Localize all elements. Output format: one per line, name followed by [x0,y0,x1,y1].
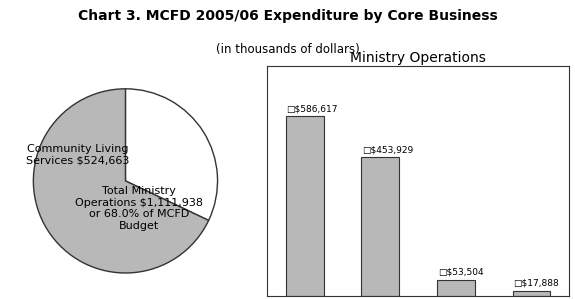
Text: □$17,888: □$17,888 [513,279,559,288]
Bar [286,116,324,296]
Bar [437,280,475,296]
Title: Ministry Operations: Ministry Operations [350,51,486,65]
Text: (in thousands of dollars): (in thousands of dollars) [216,43,359,56]
Text: Chart 3. MCFD 2005/06 Expenditure by Core Business: Chart 3. MCFD 2005/06 Expenditure by Cor… [78,9,497,23]
Text: Total Ministry
Operations $1,111,938
or 68.0% of MCFD
Budget: Total Ministry Operations $1,111,938 or … [75,186,204,231]
Bar [361,157,399,296]
Bar [512,291,550,296]
Text: □$53,504: □$53,504 [438,268,484,277]
Wedge shape [33,89,209,273]
Text: □$586,617: □$586,617 [286,104,338,113]
Text: Community Living
Services $524,663: Community Living Services $524,663 [26,144,129,166]
Text: □$453,929: □$453,929 [362,145,413,154]
Wedge shape [125,89,217,220]
